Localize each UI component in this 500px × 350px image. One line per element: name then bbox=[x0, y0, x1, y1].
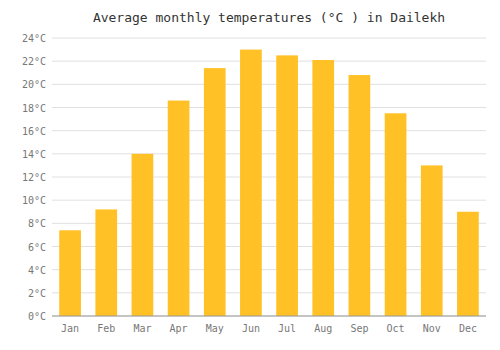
x-tick-label: Feb bbox=[97, 323, 115, 334]
bar bbox=[240, 50, 262, 316]
x-tick-label: May bbox=[206, 323, 224, 334]
x-tick-label: Oct bbox=[387, 323, 405, 334]
x-tick-label: Jul bbox=[278, 323, 296, 334]
x-tick-label: Jun bbox=[242, 323, 260, 334]
y-tick-label: 6°C bbox=[28, 242, 46, 253]
y-tick-label: 2°C bbox=[28, 288, 46, 299]
bar bbox=[457, 212, 479, 316]
x-tick-label: Dec bbox=[459, 323, 477, 334]
bar bbox=[385, 113, 407, 316]
y-tick-label: 22°C bbox=[22, 56, 46, 67]
grid-line bbox=[52, 153, 486, 154]
x-tick-label: Apr bbox=[170, 323, 188, 334]
y-tick-label: 10°C bbox=[22, 195, 46, 206]
x-tick-label: Jan bbox=[61, 323, 79, 334]
bar bbox=[204, 68, 226, 316]
x-axis: Jan Feb Mar Apr May Jun Jul Aug Sep Oct Nov Dec bbox=[52, 316, 486, 334]
y-tick-label: 14°C bbox=[22, 149, 46, 160]
y-tick-label: 0°C bbox=[28, 311, 46, 322]
y-tick-label: 24°C bbox=[22, 33, 46, 44]
bar bbox=[349, 75, 371, 316]
x-axis-line bbox=[52, 316, 486, 317]
grid-line bbox=[52, 84, 486, 85]
y-tick-label: 12°C bbox=[22, 172, 46, 183]
grid bbox=[52, 38, 486, 316]
grid-line bbox=[52, 107, 486, 108]
x-tick-label: Aug bbox=[314, 323, 332, 334]
title: Average monthly temperatures (°C ) in Da… bbox=[93, 10, 445, 25]
x-tick-label: Nov bbox=[423, 323, 441, 334]
x-tick-label: Sep bbox=[350, 323, 368, 334]
y-tick-label: 8°C bbox=[28, 218, 46, 229]
bar bbox=[312, 60, 334, 316]
grid-line bbox=[52, 130, 486, 131]
grid-line bbox=[52, 316, 486, 317]
y-tick-label: 4°C bbox=[28, 265, 46, 276]
bar bbox=[95, 209, 117, 316]
x-tick-label: Mar bbox=[133, 323, 151, 334]
chart: Average monthly temperatures (°C ) in Da… bbox=[0, 0, 500, 350]
y-tick-label: 16°C bbox=[22, 126, 46, 137]
bar bbox=[421, 165, 443, 316]
grid-line bbox=[52, 61, 486, 62]
bar bbox=[168, 101, 190, 316]
bar bbox=[132, 154, 154, 316]
y-tick-label: 20°C bbox=[22, 79, 46, 90]
bars bbox=[59, 50, 479, 316]
y-tick-label: 18°C bbox=[22, 103, 46, 114]
bar bbox=[59, 230, 81, 316]
grid-line bbox=[52, 38, 486, 39]
y-axis: 0°C 2°C 4°C 6°C 8°C 10°C 12°C 14°C 16°C 18°C 20°C 2… bbox=[22, 33, 46, 322]
bar bbox=[276, 55, 298, 316]
